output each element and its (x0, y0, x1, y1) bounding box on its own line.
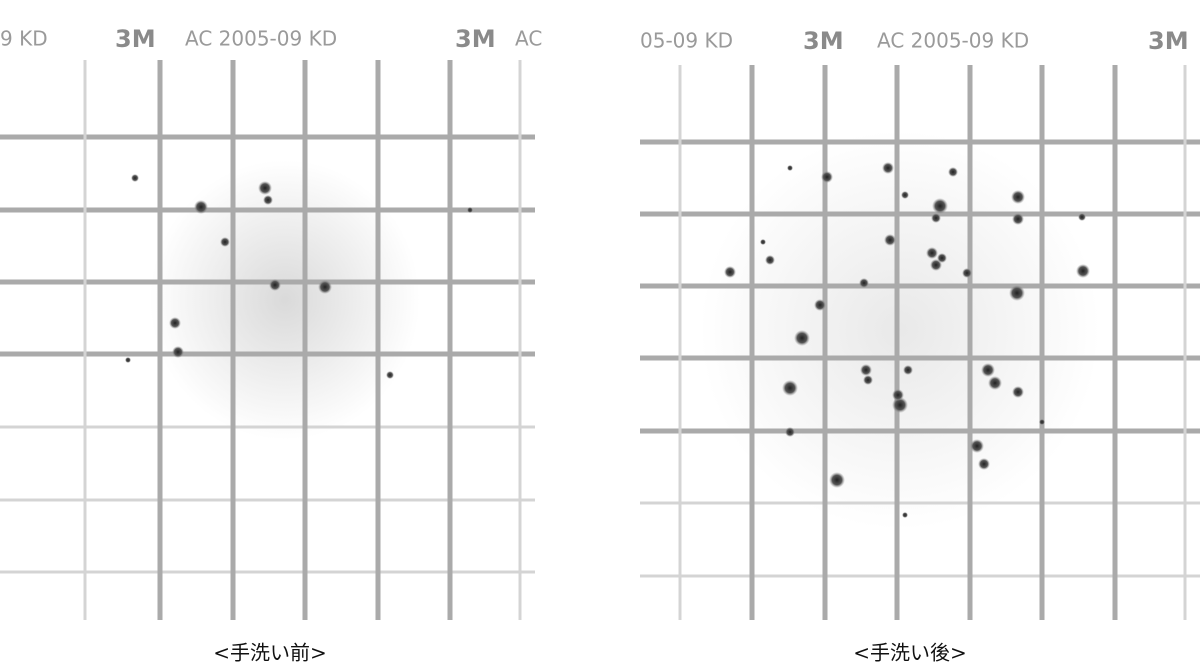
colony (1039, 419, 1045, 425)
colony (821, 171, 833, 183)
colony (386, 371, 394, 379)
colony (172, 346, 184, 358)
colony (1009, 285, 1025, 301)
plate-after: 05-09 KD 3M AC 2005-09 KD 3M <手洗い後> (640, 27, 1200, 665)
colony (981, 363, 995, 377)
colony (863, 375, 873, 385)
caption: <手洗い前> (213, 641, 327, 665)
colony (220, 237, 230, 247)
colony (782, 380, 798, 396)
colony (978, 458, 990, 470)
colony (926, 247, 938, 259)
colony (263, 195, 273, 205)
colony (131, 174, 139, 182)
colony (787, 165, 793, 171)
colony (794, 330, 810, 346)
colony (125, 357, 131, 363)
colony (903, 365, 913, 375)
film-logo: 3M (1148, 27, 1189, 55)
colony (1011, 190, 1025, 204)
colony (1078, 213, 1086, 221)
film-logo: 3M (115, 25, 156, 53)
colony (882, 162, 894, 174)
colony (932, 198, 948, 214)
film-logo: 3M (803, 27, 844, 55)
colony (1012, 213, 1024, 225)
film-header: AC 2005-09 KD (185, 27, 337, 51)
colony (931, 213, 941, 223)
colony (467, 207, 473, 213)
colony (1076, 264, 1090, 278)
colony (892, 389, 904, 401)
colony (318, 280, 332, 294)
colony (1012, 386, 1024, 398)
film-logo: 3M (455, 25, 496, 53)
colony (860, 364, 872, 376)
caption: <手洗い後> (853, 641, 967, 665)
colony (884, 234, 896, 246)
colony (814, 299, 826, 311)
film-header: 9 KD (0, 27, 48, 51)
colony (859, 278, 869, 288)
screenshot: 9 KD 3M AC 2005-09 KD 3M AC <手洗い前> 05-09… (0, 0, 1200, 668)
colony (901, 191, 909, 199)
colony (970, 439, 984, 453)
colony (902, 512, 908, 518)
film-header: AC 2005-09 KD (877, 29, 1029, 53)
film-header: AC (515, 27, 542, 51)
colony (988, 376, 1002, 390)
colony (169, 317, 181, 329)
plate-before: 9 KD 3M AC 2005-09 KD 3M AC <手洗い前> (0, 25, 542, 665)
colony (258, 181, 272, 195)
colony (194, 200, 208, 214)
colony (785, 427, 795, 437)
colony (765, 255, 775, 265)
colony (724, 266, 736, 278)
colony (269, 279, 281, 291)
colony (948, 167, 958, 177)
colony (937, 253, 947, 263)
colony (962, 268, 972, 278)
film-header: 05-09 KD (640, 29, 733, 53)
colony (829, 472, 845, 488)
colony (760, 239, 766, 245)
